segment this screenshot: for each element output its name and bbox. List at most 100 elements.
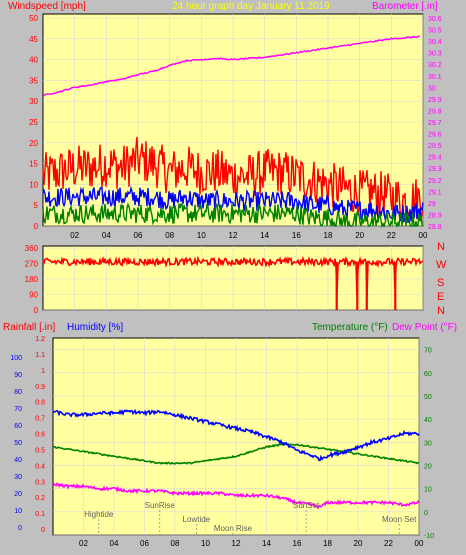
temp-x-tick-label: 22 (384, 539, 393, 548)
windspeed-tick-label: 10 (29, 180, 38, 189)
temperature-tick-label: 30 (424, 440, 432, 447)
chart-title: 24 hour graph day January 11 2019 (172, 1, 330, 12)
event-label: Moon Set (382, 515, 417, 524)
humidity-axis-title: Humidity [%] (67, 322, 123, 333)
wind-x-tick-label: 14 (260, 231, 269, 240)
barometer-tick-label: 29.3 (428, 166, 442, 173)
barometer-tick-label: 29.1 (428, 189, 442, 196)
event-label: Lowtide (183, 515, 211, 524)
rain-tick-label: 0.4 (35, 463, 45, 470)
humidity-tick-label: 20 (14, 491, 22, 498)
rain-tick-label: 0.1 (35, 511, 45, 518)
direction-tick-labels: 0 90 180 270 360 (25, 244, 39, 315)
wind-direction-panel: 0 90 180 270 360 N W S E N (25, 241, 447, 317)
event-label: SunSet (293, 501, 320, 510)
rain-tick-label: 1.2 (35, 336, 45, 343)
temp-x-tick-label: 04 (110, 539, 119, 548)
temperature-tick-label: 20 (424, 463, 432, 470)
wind-x-tick-label: 20 (355, 231, 364, 240)
direction-tick-label: 0 (34, 306, 39, 315)
temp-x-tick-label: 00 (415, 539, 424, 548)
temperature-tick-label: 50 (424, 394, 432, 401)
rain-tick-label: 0.2 (35, 495, 45, 502)
wind-x-tick-label: 04 (102, 231, 111, 240)
temp-series (52, 408, 420, 510)
rain-tick-label: 0.9 (35, 384, 45, 391)
temp-x-tick-label: 14 (262, 539, 271, 548)
humidity-tick-label: 50 (14, 440, 22, 447)
barometer-tick-label: 29.8 (428, 108, 442, 115)
rain-tick-label: 0.6 (35, 432, 45, 439)
temperature-axis-title: Temperature (°F) (312, 322, 388, 333)
temperature-tick-label: 40 (424, 417, 432, 424)
direction-tick-label: 360 (25, 244, 39, 253)
barometer-axis-title: Barometer [.in] (372, 1, 438, 12)
barometer-tick-label: 29 (428, 201, 436, 208)
temp-x-tick-label: 12 (232, 539, 241, 548)
barometer-tick-label: 29.9 (428, 97, 442, 104)
humidity-tick-label: 60 (14, 423, 22, 430)
average-wind-line (42, 185, 424, 224)
temperature-tick-label: 70 (424, 348, 432, 355)
wind-x-tick-label: 12 (229, 231, 238, 240)
direction-line (42, 255, 424, 298)
barometer-tick-label: 30.3 (428, 51, 442, 58)
windspeed-tick-labels: 0 5 10 15 20 25 30 35 40 45 50 (29, 14, 38, 231)
windspeed-tick-label: 45 (29, 35, 38, 44)
rainfall-axis-title: Rainfall [.in] (3, 322, 55, 333)
windspeed-tick-label: 0 (34, 222, 39, 231)
humidity-tick-label: 40 (14, 457, 22, 464)
windspeed-tick-label: 20 (29, 139, 38, 148)
temp-x-tick-label: 02 (79, 539, 88, 548)
wind-x-tick-label: 06 (134, 231, 143, 240)
rain-tick-label: 1 (41, 368, 45, 375)
direction-tick-label: 90 (29, 291, 38, 300)
temperature-tick-label: 0 (424, 510, 428, 517)
barometer-tick-label: 30 (428, 85, 436, 92)
humidity-tick-label: 90 (14, 372, 22, 379)
compass-e: E (437, 291, 444, 303)
temp-tick-labels: 010203040506070809010000.10.20.30.40.50.… (10, 336, 434, 540)
barometer-tick-label: 28.9 (428, 212, 442, 219)
humidity-tick-label: 0 (18, 525, 22, 532)
direction-tick-label: 180 (25, 275, 39, 284)
rain-tick-label: 0 (41, 527, 45, 534)
rain-tick-label: 0.7 (35, 416, 45, 423)
temp-x-tick-label: 06 (140, 539, 149, 548)
compass-n-bottom: N (437, 305, 445, 317)
wind-x-tick-labels: 02 04 06 08 10 12 14 16 18 20 22 00 (70, 231, 428, 240)
barometer-tick-labels: 28.8 28.9 29 29.1 29.2 29.3 29.4 29.5 29.6 29.7 29… (428, 16, 442, 231)
barometer-tick-label: 30.1 (428, 74, 442, 81)
temperature-line (52, 442, 420, 465)
compass-labels: N W S E N (436, 241, 447, 317)
event-label: Moon Rise (214, 524, 253, 533)
windspeed-tick-label: 35 (29, 76, 38, 85)
compass-n-top: N (437, 241, 445, 253)
humidity-tick-label: 80 (14, 389, 22, 396)
barometer-tick-label: 29.6 (428, 132, 442, 139)
barometer-tick-label: 30.5 (428, 28, 442, 35)
windspeed-tick-label: 40 (29, 56, 38, 65)
temp-x-tick-label: 18 (323, 539, 332, 548)
temperature-tick-label: 60 (424, 371, 432, 378)
temp-humidity-panel: 010203040506070809010000.10.20.30.40.50.… (10, 336, 434, 548)
event-label: Hightide (84, 510, 114, 519)
wind-x-tick-label: 02 (70, 231, 79, 240)
barometer-tick-label: 29.4 (428, 155, 442, 162)
dewpoint-axis-title: Dew Point (°F) (392, 322, 457, 333)
humidity-tick-label: 100 (10, 355, 22, 362)
windspeed-tick-label: 50 (29, 14, 38, 23)
rain-tick-label: 1.1 (35, 352, 45, 359)
windspeed-tick-label: 15 (29, 160, 38, 169)
windspeed-tick-label: 5 (34, 201, 39, 210)
temp-x-tick-label: 16 (293, 539, 302, 548)
temp-x-tick-label: 20 (354, 539, 363, 548)
wind-x-tick-label: 22 (387, 231, 396, 240)
barometer-tick-label: 29.2 (428, 178, 442, 185)
humidity-line (52, 408, 420, 462)
rain-tick-label: 0.3 (35, 479, 45, 486)
wind-x-tick-label: 08 (165, 231, 174, 240)
